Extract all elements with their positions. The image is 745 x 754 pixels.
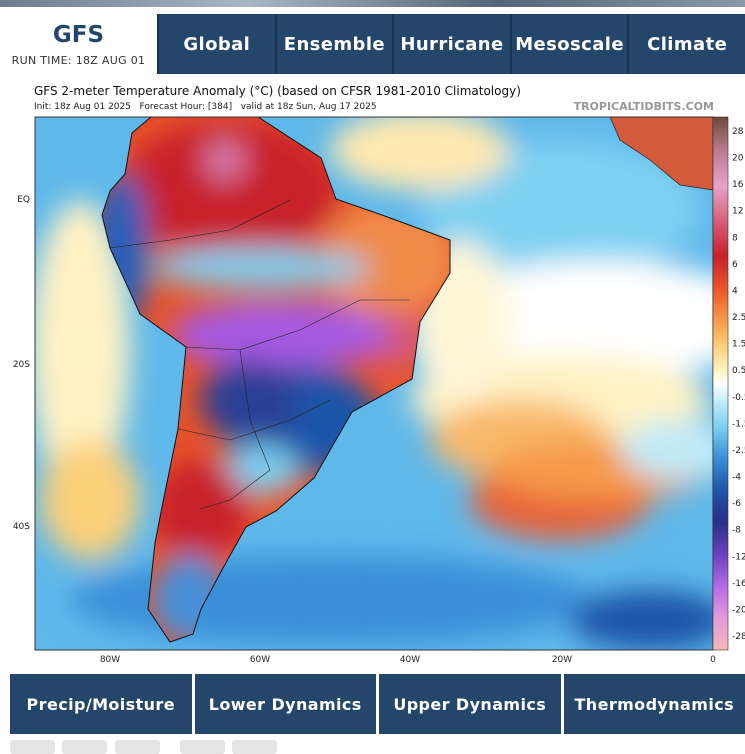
- colorbar-label: 1.5: [732, 340, 745, 350]
- colorbar-label: -12: [732, 552, 745, 562]
- colorbar-label: 20: [732, 154, 744, 164]
- lon-label: 60W: [250, 655, 270, 665]
- nav-button[interactable]: Upper Dynamics: [379, 674, 561, 734]
- colorbar-label: 4: [732, 286, 738, 296]
- colorbar-label: 12: [732, 207, 743, 217]
- colorbar-label: -6: [732, 499, 741, 509]
- colorbar: [713, 117, 728, 650]
- tab[interactable]: [232, 740, 277, 754]
- map-title: GFS 2-meter Temperature Anomaly (°C) (ba…: [34, 84, 521, 98]
- colorbar-label: 8: [732, 233, 738, 243]
- colorbar-label: 16: [732, 180, 744, 190]
- colorbar-label: 2.5: [732, 313, 745, 323]
- lon-label: 0: [710, 655, 716, 665]
- colorbar-label: 6: [732, 260, 738, 270]
- lat-label: EQ: [17, 195, 30, 205]
- colorbar-label: -28: [732, 632, 745, 642]
- colorbar-label: 28: [732, 127, 744, 137]
- tab[interactable]: [10, 740, 55, 754]
- colorbar-label: -1.5: [732, 419, 745, 429]
- lon-label: 40W: [400, 655, 420, 665]
- map-credit: TROPICALTIDBITS.COM: [574, 100, 714, 113]
- lat-label: 20S: [13, 360, 30, 370]
- colorbar-label: -2.5: [732, 446, 745, 456]
- colorbar-label: -16: [732, 579, 745, 589]
- map-field: [30, 100, 745, 660]
- tab[interactable]: [62, 740, 107, 754]
- map-subtitle: Init: 18z Aug 01 2025 Forecast Hour: [38…: [34, 102, 377, 112]
- map-figure: GFS 2-meter Temperature Anomaly (°C) (ba…: [0, 0, 745, 670]
- nav-button[interactable]: Thermodynamics: [564, 674, 745, 734]
- colorbar-label: 0.5: [732, 366, 745, 376]
- nav-button[interactable]: Precip/Moisture: [10, 674, 192, 734]
- nav-button[interactable]: Lower Dynamics: [195, 674, 377, 734]
- tab[interactable]: [180, 740, 225, 754]
- colorbar-label: -20: [732, 605, 745, 615]
- lat-label: 40S: [13, 522, 30, 532]
- colorbar-label: -4: [732, 473, 741, 483]
- colorbar-label: -8: [732, 526, 741, 536]
- lon-label: 80W: [100, 655, 120, 665]
- lon-label: 20W: [552, 655, 572, 665]
- tab[interactable]: [115, 740, 160, 754]
- colorbar-label: -0.5: [732, 393, 745, 403]
